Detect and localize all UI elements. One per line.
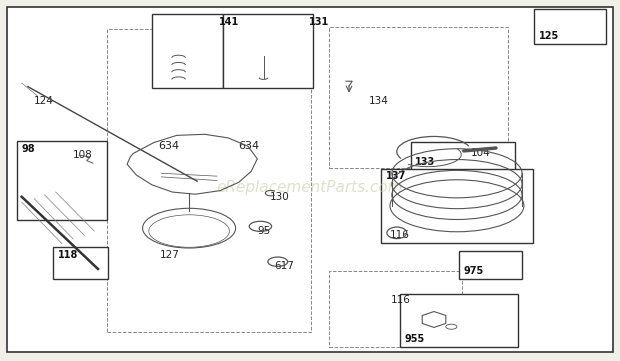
Text: 98: 98 bbox=[22, 144, 35, 154]
Text: 116: 116 bbox=[389, 230, 409, 240]
Bar bbox=[53, 247, 108, 279]
Text: 617: 617 bbox=[275, 261, 294, 271]
Text: 137: 137 bbox=[386, 171, 406, 182]
Text: 131: 131 bbox=[309, 17, 329, 27]
Text: 108: 108 bbox=[73, 150, 93, 160]
Text: 634: 634 bbox=[239, 141, 260, 151]
Text: 118: 118 bbox=[58, 250, 78, 260]
Text: 975: 975 bbox=[463, 266, 484, 276]
Bar bbox=[534, 9, 606, 44]
Text: 130: 130 bbox=[270, 192, 290, 202]
Text: 133: 133 bbox=[415, 157, 436, 167]
Text: 634: 634 bbox=[158, 141, 179, 151]
Bar bbox=[107, 29, 311, 332]
Bar bbox=[381, 169, 533, 243]
Text: 104: 104 bbox=[471, 148, 491, 158]
Bar bbox=[329, 271, 462, 347]
Bar bbox=[223, 14, 313, 88]
Bar bbox=[411, 142, 515, 170]
Bar bbox=[400, 294, 518, 347]
Text: eReplacementParts.com: eReplacementParts.com bbox=[216, 180, 404, 195]
Text: 141: 141 bbox=[219, 17, 239, 27]
Text: 124: 124 bbox=[34, 96, 54, 106]
Bar bbox=[459, 251, 522, 279]
Text: 955: 955 bbox=[404, 334, 425, 344]
Bar bbox=[17, 141, 107, 220]
Bar bbox=[152, 14, 223, 88]
Text: 127: 127 bbox=[160, 249, 180, 260]
Bar bbox=[329, 27, 508, 168]
Text: 116: 116 bbox=[391, 295, 410, 305]
Text: 134: 134 bbox=[369, 96, 389, 106]
Text: 95: 95 bbox=[257, 226, 270, 236]
Text: 125: 125 bbox=[539, 31, 559, 41]
